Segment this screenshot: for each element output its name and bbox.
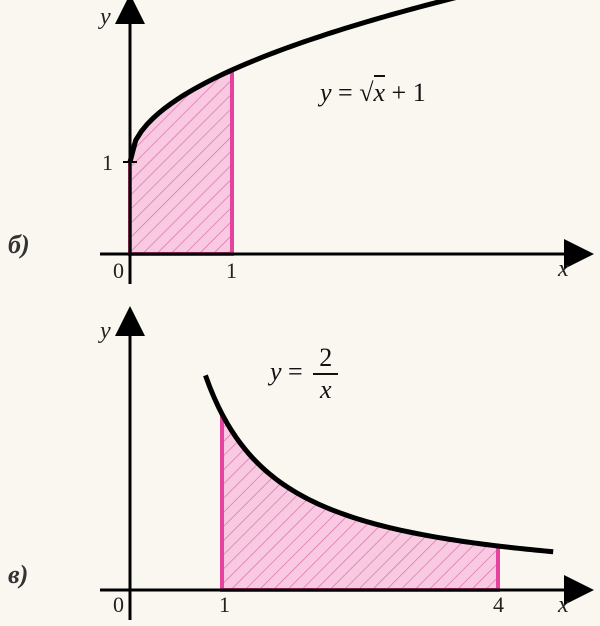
origin-label-v: 0: [113, 592, 124, 618]
x-axis-label-v: x: [558, 592, 569, 619]
x-tick-1-label-v: 1: [219, 592, 230, 618]
panel-label-v: в): [8, 560, 28, 590]
figure-container: б) y x 0 1 1 y = √x + 1 в) y x 0 1 4 y =…: [0, 0, 600, 626]
shaded-region-v: [222, 414, 498, 590]
panel-v-svg: [0, 0, 600, 626]
x-tick-4-label-v: 4: [493, 592, 504, 618]
y-axis-label-v: y: [100, 318, 111, 345]
fraction-icon: 2 x: [313, 345, 338, 403]
formula-v: y = 2 x: [270, 345, 338, 403]
